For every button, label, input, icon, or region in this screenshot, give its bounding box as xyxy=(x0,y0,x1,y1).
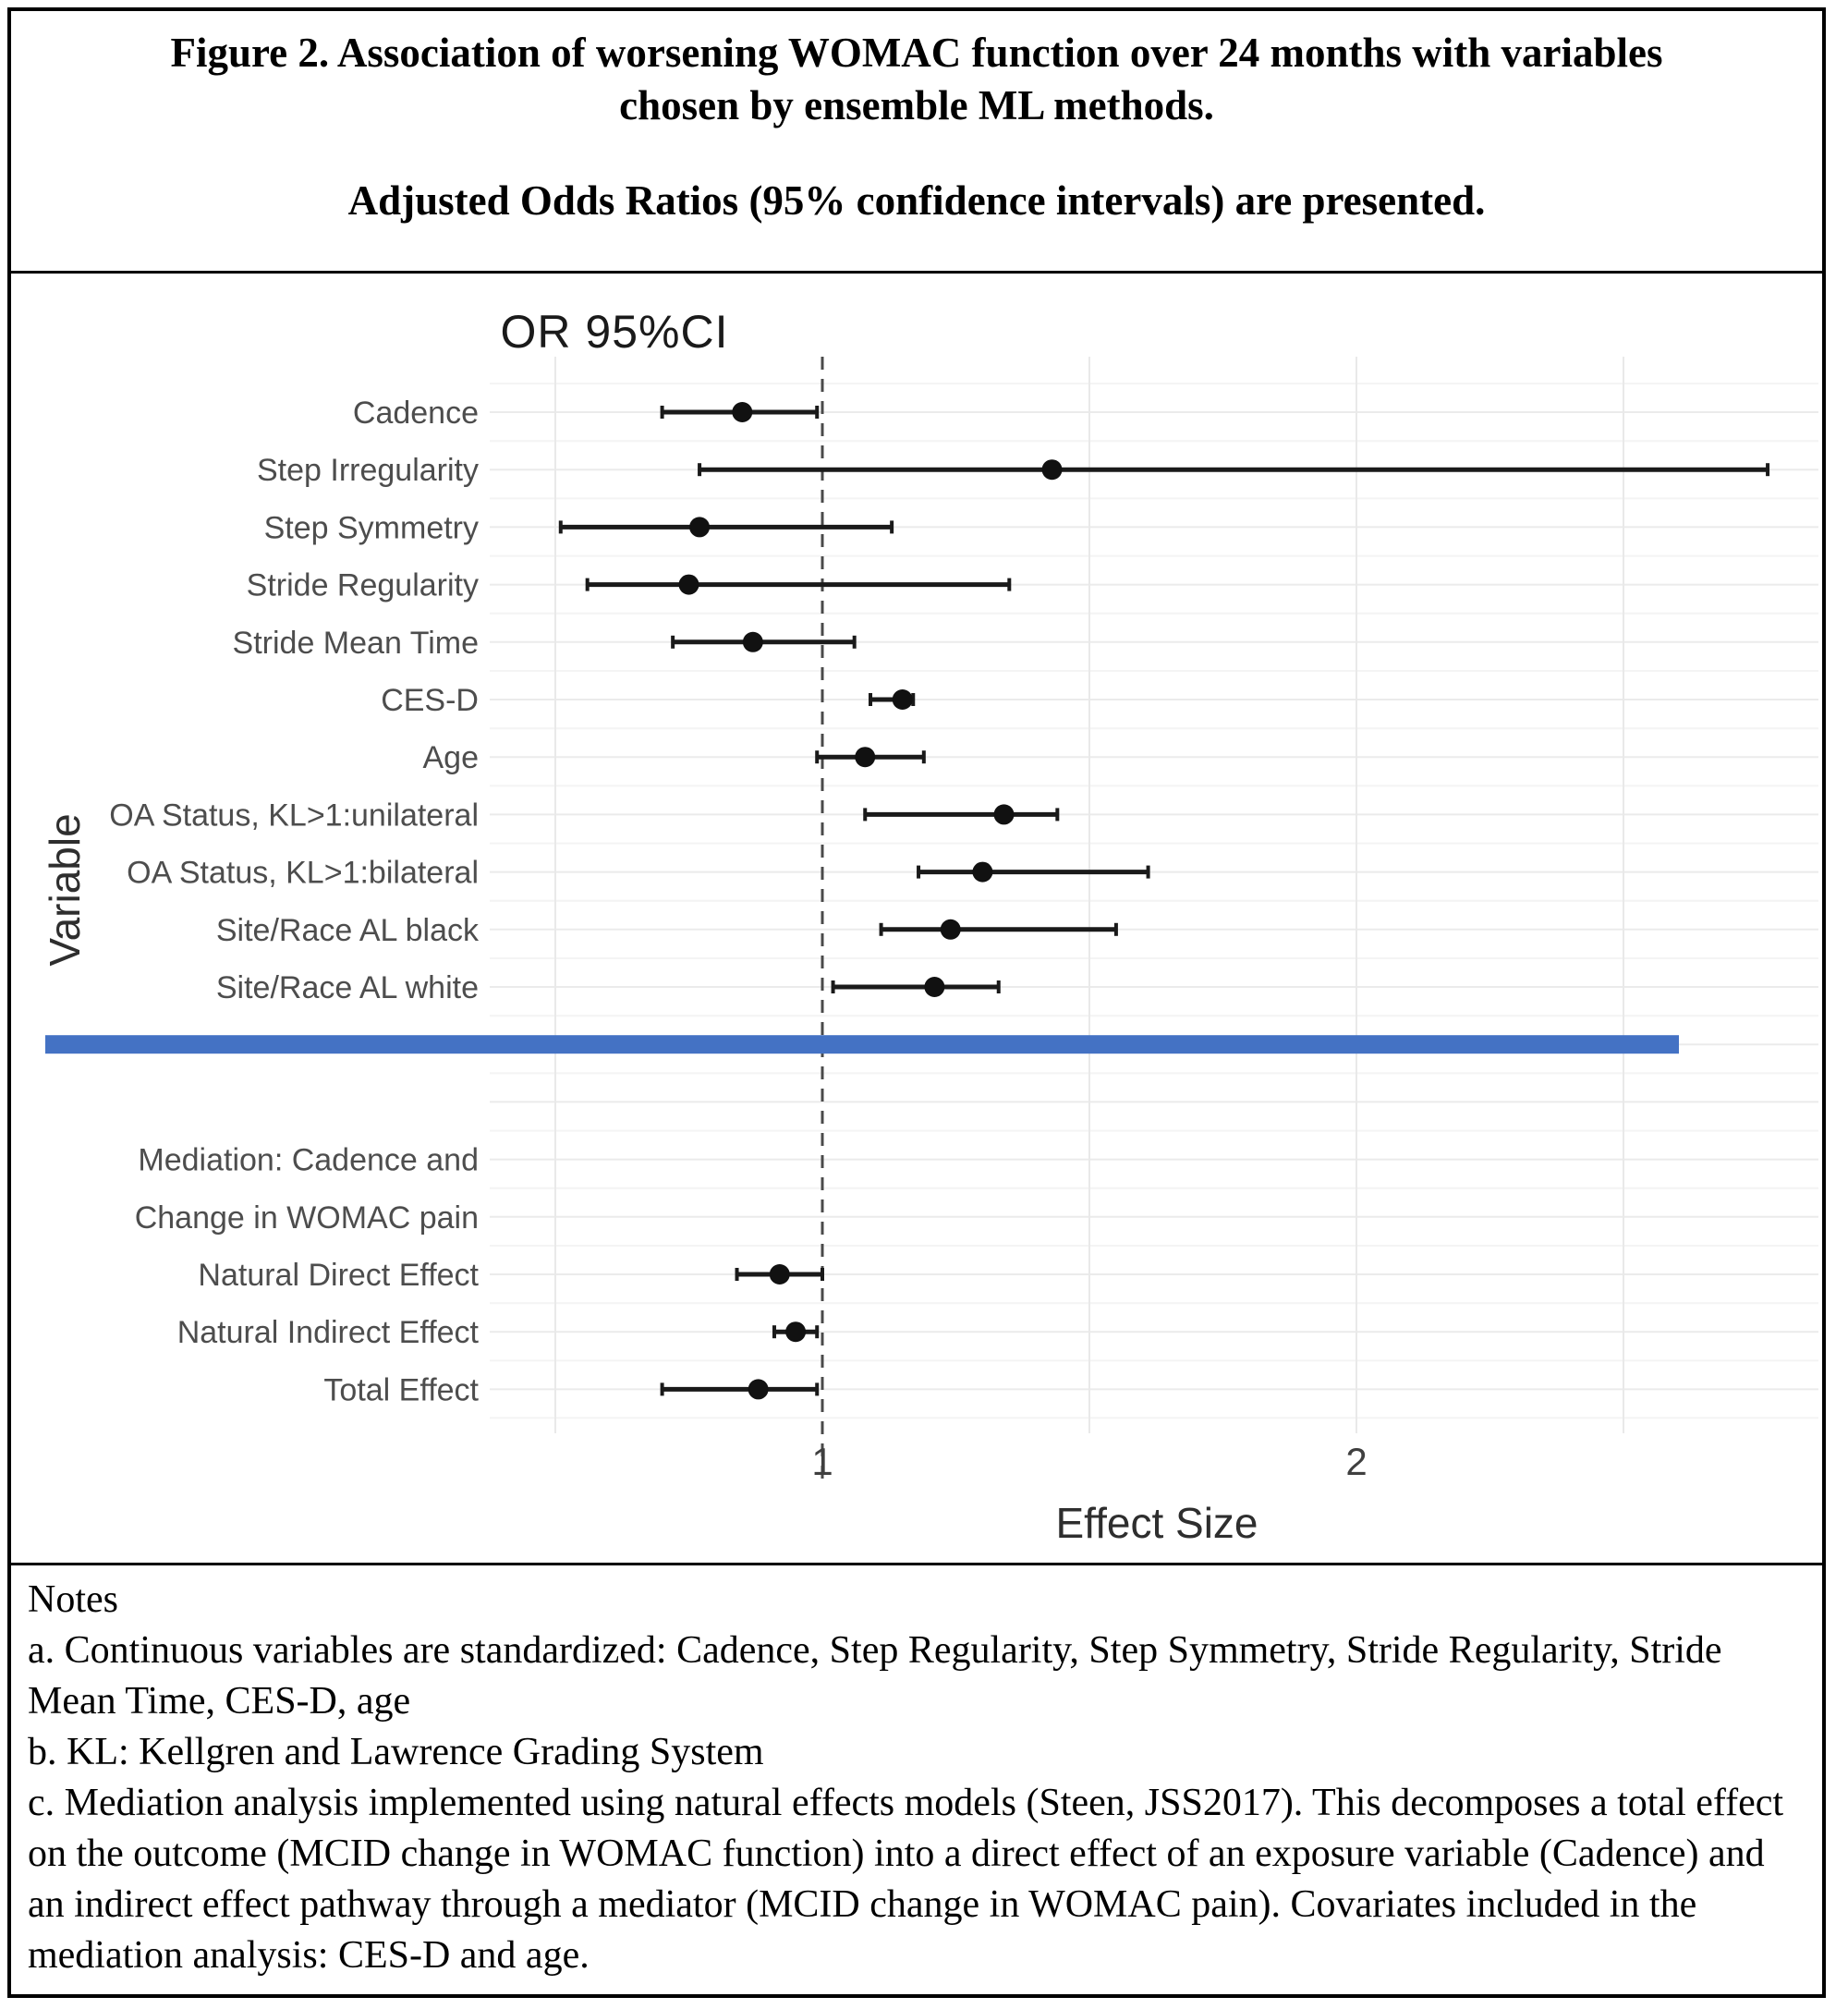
note-c: c. Mediation analysis implemented using … xyxy=(28,1782,1784,1977)
point-estimate xyxy=(678,574,699,595)
point-estimate xyxy=(748,1379,769,1400)
row-label: OA Status, KL>1:bilateral xyxy=(127,856,479,891)
point-estimate xyxy=(742,631,763,652)
x-tick-label: 2 xyxy=(1345,1440,1367,1483)
row-label: Natural Indirect Effect xyxy=(177,1315,480,1350)
row-label: Mediation: Cadence and xyxy=(138,1143,479,1178)
figure-frame: Figure 2. Association of worsening WOMAC… xyxy=(7,7,1826,1998)
row-label: Step Irregularity xyxy=(257,453,479,488)
point-estimate xyxy=(972,861,993,883)
forest-plot-canvas: Cadence Step Irregularity Step Symmetry Str… xyxy=(45,357,1818,1547)
point-estimate xyxy=(1041,459,1063,481)
section-divider-bar xyxy=(45,1035,1679,1054)
row-label: Site/Race AL black xyxy=(216,913,480,948)
point-estimate xyxy=(924,977,945,997)
row-label: Step Symmetry xyxy=(264,510,479,545)
row-label: Site/Race AL white xyxy=(216,970,479,1005)
x-axis-title: Effect Size xyxy=(1055,1499,1258,1547)
notes-box: Notes a. Continuous variables are standa… xyxy=(11,1565,1822,1994)
row-label: Age xyxy=(423,740,480,775)
plot-title: OR 95%CI xyxy=(500,306,729,358)
row-label: Stride Regularity xyxy=(247,568,479,603)
point-estimate xyxy=(940,919,961,940)
point-estimate xyxy=(785,1321,807,1343)
forest-plot: Cadence Step Irregularity Step Symmetry Str… xyxy=(11,274,1822,1565)
point-estimate xyxy=(855,747,876,768)
figure-title-line1: Figure 2. Association of worsening WOMAC… xyxy=(170,30,1663,76)
point-estimate xyxy=(769,1264,790,1285)
point-estimate xyxy=(732,402,753,422)
row-label: OA Status, KL>1:unilateral xyxy=(109,798,479,833)
note-a: a. Continuous variables are standardized… xyxy=(28,1629,1722,1723)
row-label: Total Effect xyxy=(323,1372,479,1407)
point-estimate xyxy=(689,517,711,538)
notes-heading: Notes xyxy=(28,1578,118,1621)
row-label: Stride Mean Time xyxy=(233,626,479,661)
note-b: b. KL: Kellgren and Lawrence Grading Sys… xyxy=(28,1731,764,1773)
point-estimate xyxy=(892,689,913,710)
row-label: CES-D xyxy=(381,683,479,718)
figure-title-box: Figure 2. Association of worsening WOMAC… xyxy=(11,11,1822,274)
figure-title-line2: chosen by ensemble ML methods. xyxy=(619,82,1214,128)
figure-subtitle: Adjusted Odds Ratios (95% confidence int… xyxy=(347,177,1486,224)
row-label: Natural Direct Effect xyxy=(198,1258,479,1293)
y-axis-title: Variable xyxy=(41,813,89,967)
row-label: Change in WOMAC pain xyxy=(135,1200,479,1236)
point-estimate xyxy=(993,804,1015,825)
row-label: Cadence xyxy=(353,396,479,431)
x-tick-label: 1 xyxy=(811,1440,833,1483)
